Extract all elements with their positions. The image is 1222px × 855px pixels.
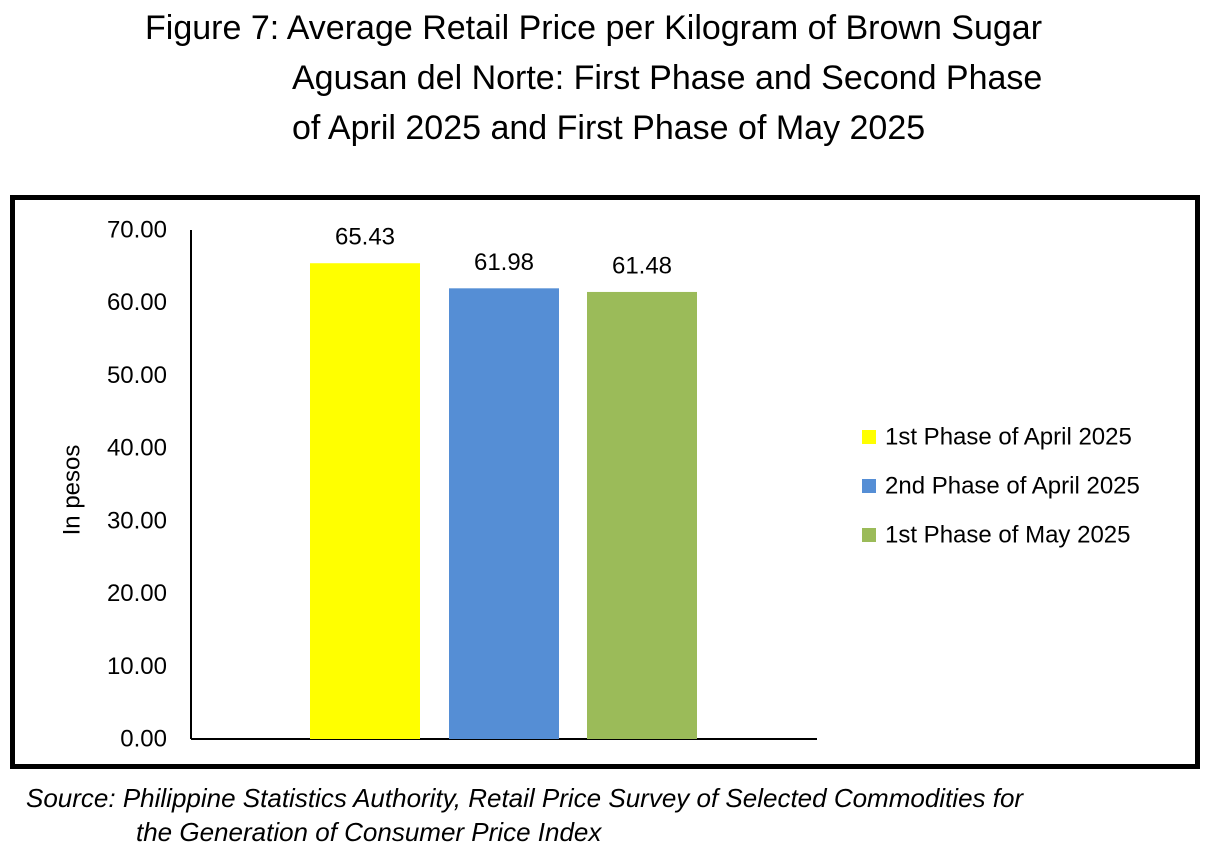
y-tick-label: 10.00 [107, 653, 167, 680]
y-axis-title: In pesos [59, 445, 86, 536]
bar-1 [310, 263, 420, 739]
y-tick-label: 60.00 [107, 289, 167, 316]
bar-data-label: 65.43 [335, 224, 395, 251]
y-tick-label: 20.00 [107, 580, 167, 607]
legend-label: 1st Phase of April 2025 [885, 424, 1132, 451]
bar-2 [449, 288, 559, 739]
y-tick-label: 70.00 [107, 217, 167, 244]
legend-swatch-3 [862, 528, 876, 542]
y-tick-label: 30.00 [107, 507, 167, 534]
y-tick-label: 50.00 [107, 362, 167, 389]
chart-title-line-2: Agusan del Norte: First Phase and Second… [292, 59, 1043, 97]
chart-title-line-1: Figure 7: Average Retail Price per Kilog… [145, 9, 1043, 47]
legend-swatch-1 [862, 430, 876, 444]
legend-swatch-2 [862, 479, 876, 493]
source-note-line-2: the Generation of Consumer Price Index [136, 817, 602, 847]
y-tick-label: 40.00 [107, 435, 167, 462]
bar-data-label: 61.48 [612, 252, 672, 279]
bar-3 [587, 291, 697, 739]
legend-label: 2nd Phase of April 2025 [885, 473, 1140, 500]
source-note-line-1: Source: Philippine Statistics Authority,… [26, 783, 1024, 813]
chart-title-line-3: of April 2025 and First Phase of May 202… [292, 109, 926, 147]
legend-label: 1st Phase of May 2025 [885, 522, 1130, 549]
bar-data-label: 61.98 [474, 249, 534, 276]
chart-frame [10, 195, 1200, 769]
y-tick-label: 0.00 [120, 726, 167, 753]
